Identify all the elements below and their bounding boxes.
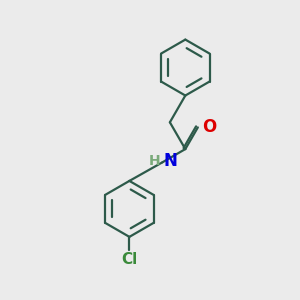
Text: O: O	[202, 118, 217, 136]
Text: H: H	[149, 154, 160, 168]
Text: N: N	[163, 152, 177, 170]
Text: Cl: Cl	[121, 253, 137, 268]
